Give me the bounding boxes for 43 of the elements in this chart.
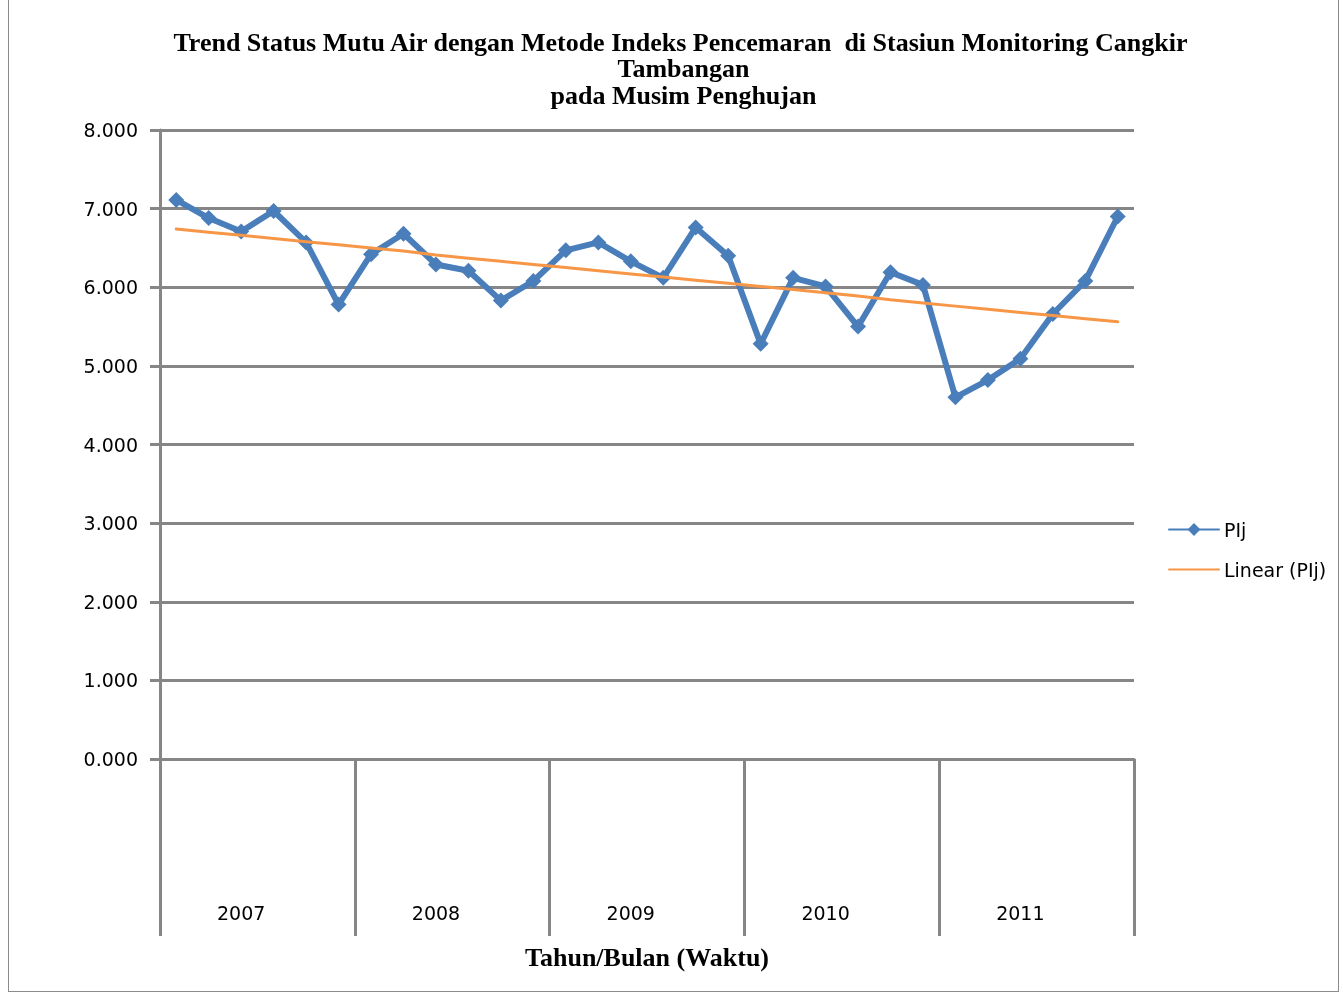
point bbox=[492, 292, 509, 309]
point bbox=[1109, 208, 1126, 225]
y-tick-label: 3.000 bbox=[83, 512, 138, 535]
point bbox=[460, 262, 477, 279]
x-tick-label: 2009 bbox=[606, 901, 655, 924]
point bbox=[622, 253, 639, 270]
y-tick-label: 2.000 bbox=[83, 590, 138, 613]
point bbox=[427, 256, 444, 273]
point bbox=[168, 191, 185, 208]
point bbox=[720, 247, 737, 264]
x-tick-label: 2011 bbox=[996, 901, 1045, 924]
point bbox=[363, 246, 380, 263]
point bbox=[979, 372, 996, 389]
point bbox=[395, 225, 412, 242]
point bbox=[817, 278, 834, 295]
y-tick-label: 4.000 bbox=[83, 433, 138, 456]
point bbox=[525, 272, 542, 289]
x-tick-label: 2010 bbox=[801, 901, 850, 924]
y-tick-label: 0.000 bbox=[83, 748, 138, 770]
point bbox=[850, 318, 867, 335]
x-tick-label: 2007 bbox=[216, 901, 266, 924]
legend-label: Linear (PIj) bbox=[1224, 558, 1327, 581]
y-tick-label: 5.000 bbox=[83, 354, 138, 377]
point bbox=[785, 269, 802, 286]
y-tick-label: 7.000 bbox=[83, 197, 138, 220]
x-axis-title: Tahun/Bulan (Waktu) bbox=[524, 942, 770, 972]
point bbox=[200, 210, 217, 227]
point bbox=[687, 219, 704, 236]
y-tick-label: 1.000 bbox=[83, 669, 138, 692]
chart-title: Trend Status Mutu Air dengan Metode Indeks Pencemaran di Stasiun Monitoring Cangkir Tambangan pada Musim Penghujan bbox=[173, 27, 1194, 110]
y-tick-label: 6.000 bbox=[83, 276, 138, 299]
point bbox=[914, 276, 931, 293]
legend-label: PIj bbox=[1224, 518, 1247, 541]
point bbox=[557, 242, 574, 259]
point bbox=[1077, 272, 1094, 289]
point bbox=[947, 389, 964, 406]
point bbox=[1012, 350, 1029, 367]
point bbox=[265, 202, 282, 219]
point bbox=[330, 296, 347, 313]
y-tick-label: 8.000 bbox=[83, 119, 138, 141]
point bbox=[882, 264, 899, 281]
point bbox=[590, 234, 607, 251]
x-tick-label: 2008 bbox=[411, 901, 461, 924]
